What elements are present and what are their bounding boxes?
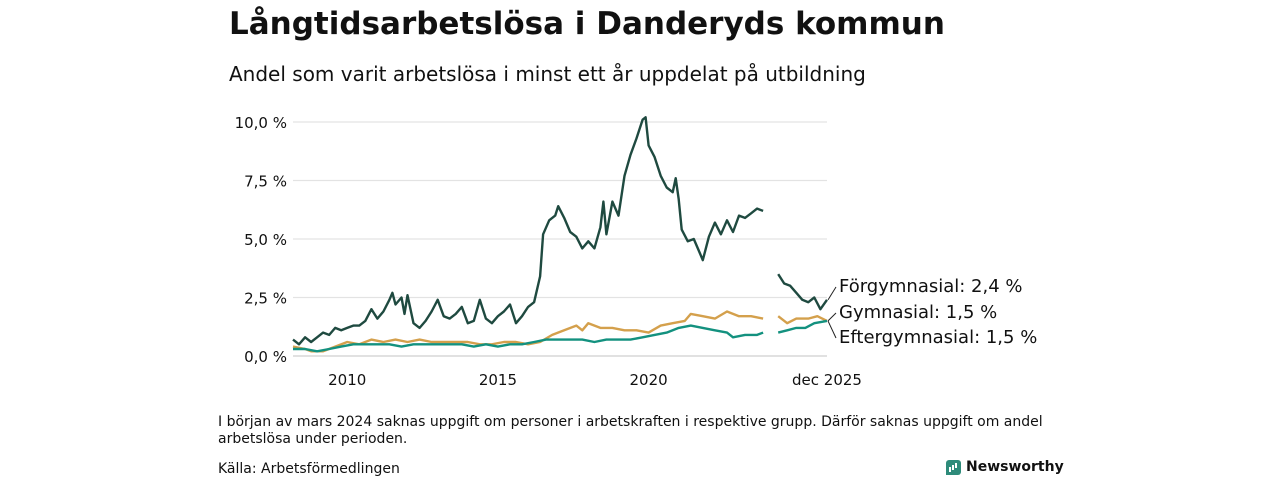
series-line-förgymnasial xyxy=(777,273,828,311)
series-label-eftergymnasial: Eftergymnasial: 1,5 % xyxy=(839,327,1037,348)
series-label-förgymnasial: Förgymnasial: 2,4 % xyxy=(839,276,1023,297)
newsworthy-icon xyxy=(946,459,961,475)
series-line-gymnasial xyxy=(777,315,828,325)
y-tick-label: 5,0 % xyxy=(244,231,287,249)
x-tick-label: 2010 xyxy=(328,371,366,389)
label-connector xyxy=(827,286,837,301)
series-line-eftergymnasial xyxy=(293,324,764,353)
label-connector xyxy=(827,312,837,322)
y-tick-label: 2,5 % xyxy=(244,290,287,308)
series-label-gymnasial: Gymnasial: 1,5 % xyxy=(839,302,997,323)
series-line-eftergymnasial xyxy=(777,319,828,334)
x-tick-label: dec 2025 xyxy=(792,371,862,389)
x-tick-label: 2015 xyxy=(479,371,517,389)
label-connector xyxy=(827,320,837,339)
chart-title: Långtidsarbetslösa i Danderyds kommun xyxy=(229,6,945,42)
x-tick-label: 2020 xyxy=(630,371,668,389)
footnote: I början av mars 2024 saknas uppgift om … xyxy=(218,414,1043,447)
brand-name: Newsworthy xyxy=(966,459,1064,475)
chart-subtitle: Andel som varit arbetslösa i minst ett å… xyxy=(229,62,866,86)
y-tick-label: 0,0 % xyxy=(244,348,287,366)
line-chart: 0,0 % 2,5 % 5,0 % 7,5 % 10,0 % 2010 2015 2020 de… xyxy=(235,114,1038,389)
source-text: Källa: Arbetsförmedlingen xyxy=(218,461,400,477)
y-tick-label: 7,5 % xyxy=(244,173,287,191)
series-line-förgymnasial xyxy=(292,116,764,346)
brand-logo[interactable]: Newsworthy xyxy=(946,459,1064,475)
y-tick-label: 10,0 % xyxy=(235,114,287,132)
